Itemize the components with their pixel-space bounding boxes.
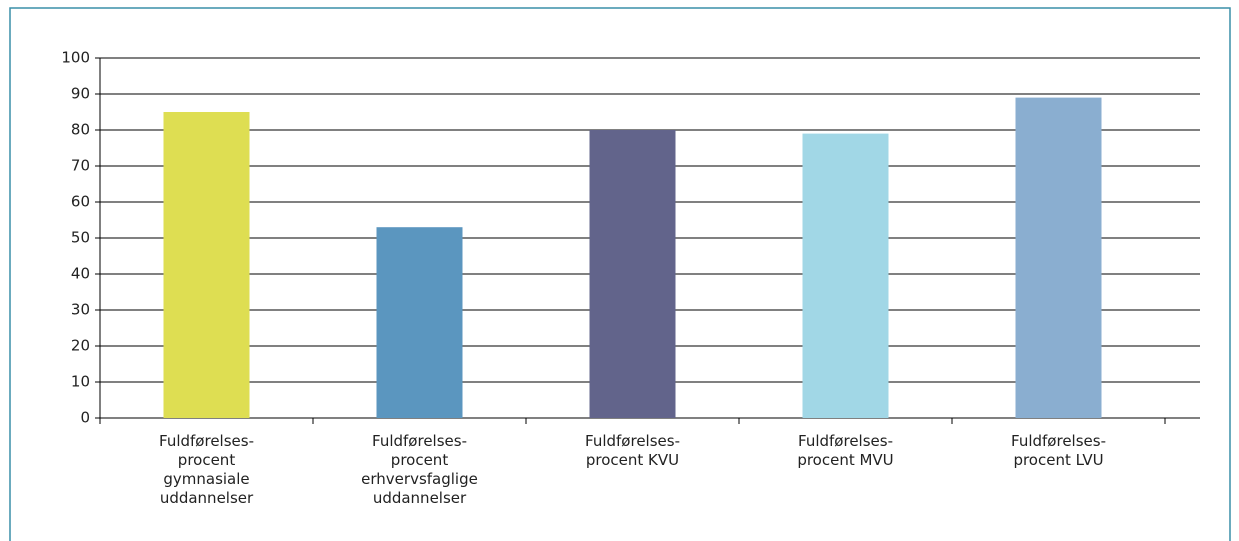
y-tick-label: 50 <box>71 229 90 247</box>
y-tick-label: 60 <box>71 193 90 211</box>
bar <box>163 112 250 418</box>
x-tick-label: Fuldførelses-procent LVU <box>1011 432 1106 469</box>
bar <box>1015 97 1102 418</box>
frame <box>9 7 1231 541</box>
bar <box>802 133 889 418</box>
y-tick-label: 10 <box>71 373 90 391</box>
y-tick-label: 30 <box>71 301 90 319</box>
y-tick-label: 20 <box>71 337 90 355</box>
x-tick-label: Fuldførelses-procent KVU <box>585 432 680 469</box>
y-tick-label: 40 <box>71 265 90 283</box>
y-tick-label: 0 <box>80 409 90 427</box>
y-tick-label: 100 <box>61 49 90 67</box>
bar <box>376 227 463 418</box>
x-tick-label: Fuldførelses-procent MVU <box>797 432 894 469</box>
y-tick-label: 70 <box>71 157 90 175</box>
y-tick-label: 90 <box>71 85 90 103</box>
bar <box>589 130 676 418</box>
x-tick-label: Fuldførelses-procent erhvervsfaglige udd… <box>361 432 478 507</box>
x-tick-label: Fuldførelses-procent gymnasiale uddannel… <box>159 432 254 507</box>
y-tick-label: 80 <box>71 121 90 139</box>
